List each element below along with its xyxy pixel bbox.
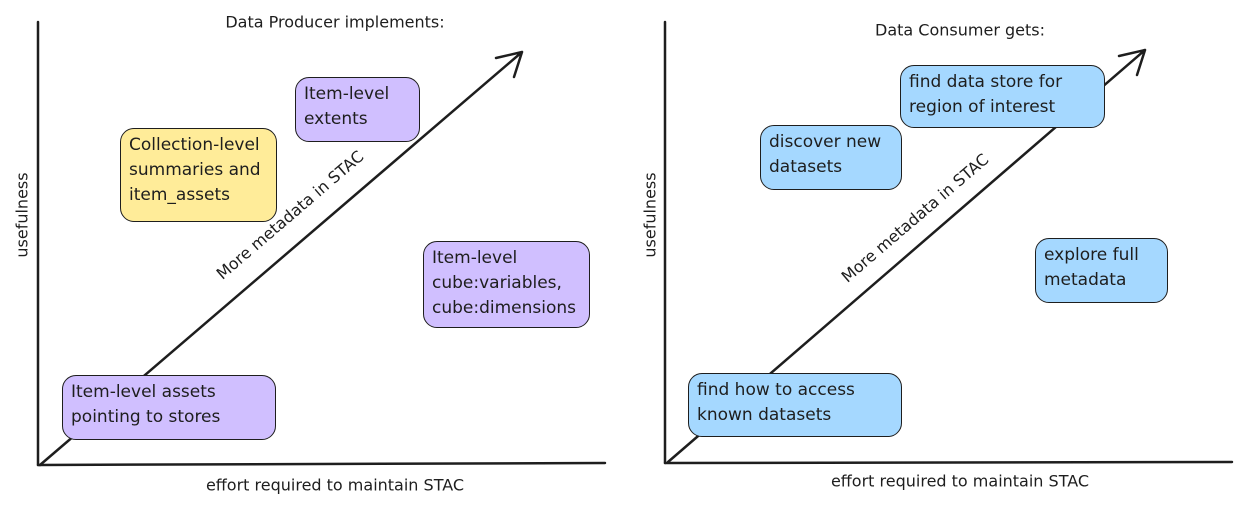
left-x-axis bbox=[36, 461, 607, 467]
box-find-access: find how to access known datasets bbox=[688, 373, 902, 437]
line: Item-level bbox=[432, 248, 518, 268]
right-y-label: usefulness bbox=[640, 172, 660, 258]
line: known datasets bbox=[697, 405, 832, 425]
left-y-label: usefulness bbox=[12, 172, 32, 258]
line: explore full bbox=[1044, 245, 1139, 265]
right-x-axis bbox=[663, 460, 1234, 465]
line: find data store for bbox=[909, 72, 1063, 92]
box-item-level-extents: Item-level extents bbox=[295, 77, 420, 142]
line: pointing to stores bbox=[71, 407, 221, 427]
box-item-level-assets: Item-level assets pointing to stores bbox=[62, 375, 276, 440]
right-x-label: effort required to maintain STAC bbox=[830, 471, 1090, 491]
line: region of interest bbox=[909, 97, 1056, 117]
line: datasets bbox=[769, 157, 843, 177]
left-title: Data Producer implements: bbox=[225, 12, 445, 32]
line: Item-level bbox=[304, 84, 390, 104]
line: cube:variables, bbox=[432, 273, 562, 293]
box-collection-level: Collection-level summaries and item_assets bbox=[120, 128, 277, 222]
box-explore-metadata: explore full metadata bbox=[1035, 238, 1168, 303]
line: summaries and bbox=[129, 160, 261, 180]
box-find-data-store: find data store for region of interest bbox=[900, 65, 1105, 128]
line: find how to access bbox=[697, 380, 855, 400]
line: metadata bbox=[1044, 270, 1127, 290]
right-title: Data Consumer gets: bbox=[875, 20, 1045, 40]
box-discover-datasets: discover new datasets bbox=[760, 125, 902, 190]
line: cube:dimensions bbox=[432, 298, 577, 318]
left-x-label: effort required to maintain STAC bbox=[205, 475, 465, 495]
line: Item-level assets bbox=[71, 382, 216, 402]
line: extents bbox=[304, 109, 368, 129]
box-item-level-cube: Item-level cube:variables, cube:dimensions bbox=[423, 241, 590, 328]
line: Collection-level bbox=[129, 135, 260, 155]
line: item_assets bbox=[129, 185, 231, 205]
line: discover new bbox=[769, 132, 882, 152]
